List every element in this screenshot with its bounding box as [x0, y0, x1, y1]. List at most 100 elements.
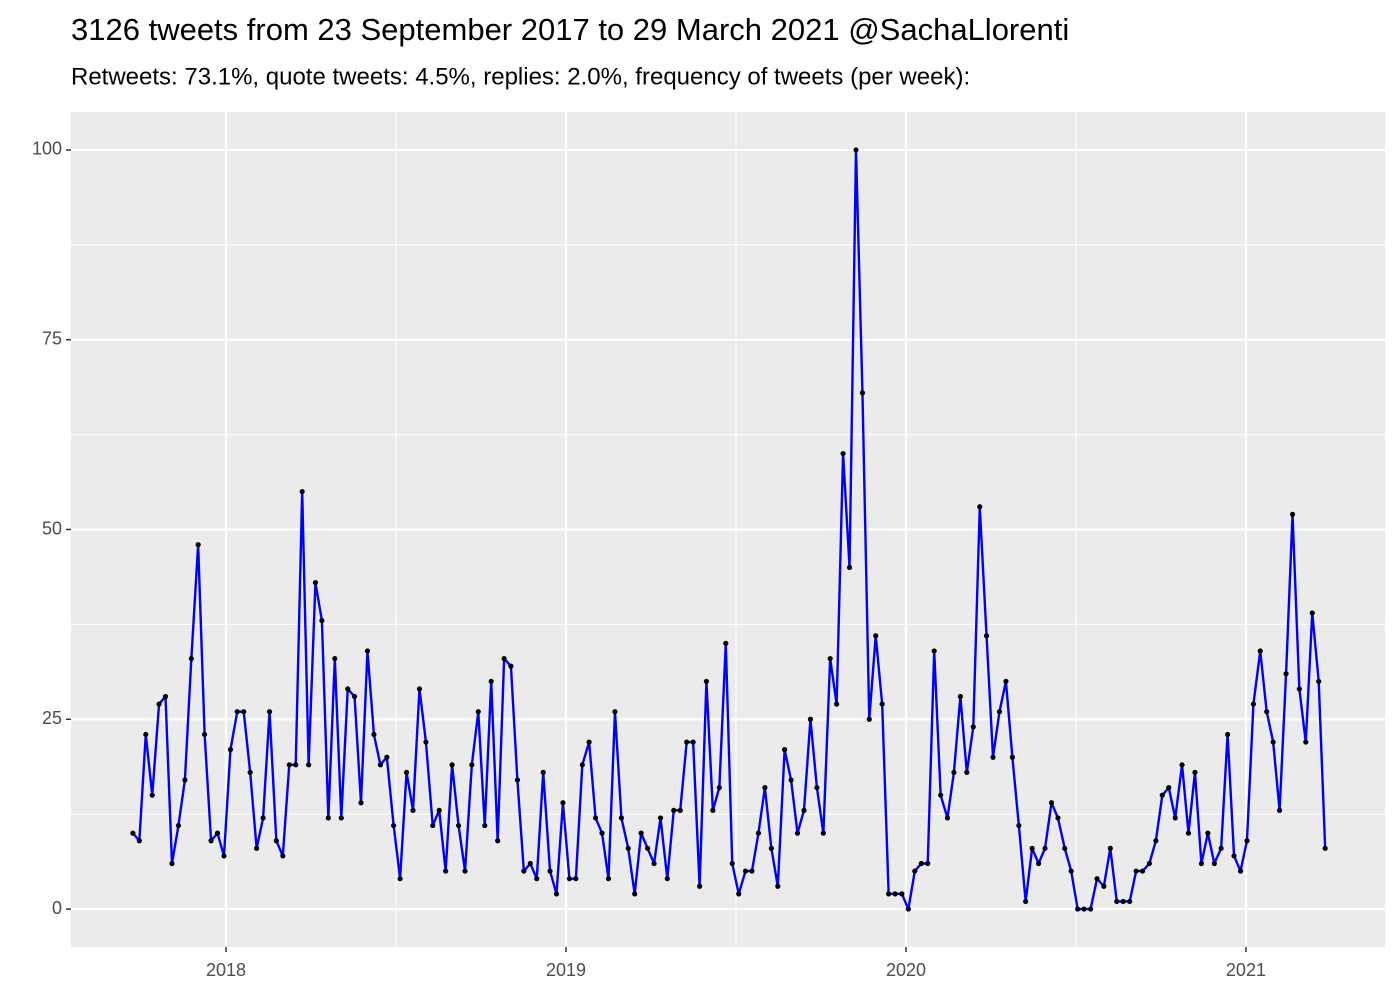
data-point	[1224, 731, 1231, 738]
data-point	[938, 792, 944, 798]
x-tick-label: 2019	[546, 960, 586, 980]
data-point	[1172, 815, 1178, 821]
data-point	[1296, 686, 1302, 692]
data-point	[834, 701, 840, 707]
data-point	[951, 769, 957, 776]
data-point	[560, 800, 566, 806]
data-point	[221, 853, 227, 859]
data-point	[1016, 822, 1022, 829]
data-point	[644, 845, 651, 851]
data-point	[736, 891, 742, 897]
data-point	[1035, 860, 1042, 867]
data-point	[899, 891, 905, 897]
data-point	[820, 830, 826, 836]
data-point	[397, 876, 403, 882]
data-point	[1192, 769, 1198, 776]
data-point	[1114, 898, 1120, 905]
data-point	[169, 860, 175, 867]
data-point	[501, 655, 507, 662]
x-tick-label: 2020	[886, 960, 926, 980]
data-point	[338, 815, 344, 821]
data-point	[1081, 906, 1087, 912]
data-point	[632, 891, 638, 897]
data-point	[742, 868, 749, 874]
chart-subtitle: Retweets: 73.1%, quote tweets: 4.5%, rep…	[71, 63, 970, 90]
data-point	[416, 686, 423, 692]
data-point	[677, 807, 683, 813]
data-point	[325, 815, 331, 821]
data-point	[977, 504, 983, 510]
data-point	[1146, 860, 1152, 867]
data-point	[605, 876, 612, 882]
data-point	[970, 724, 976, 730]
data-point	[879, 701, 885, 707]
data-point	[1101, 883, 1107, 889]
data-point	[827, 655, 833, 662]
data-point	[1231, 853, 1237, 859]
data-point	[1166, 784, 1172, 791]
data-point	[136, 838, 142, 844]
y-tick-label: 75	[42, 328, 62, 348]
data-point	[801, 807, 807, 813]
data-point	[612, 709, 618, 715]
data-point	[1270, 739, 1276, 745]
data-point	[586, 739, 592, 745]
data-point	[1322, 845, 1328, 851]
data-point	[1062, 845, 1068, 851]
series-line	[131, 148, 1327, 911]
data-point	[403, 769, 410, 776]
data-point	[723, 640, 729, 646]
data-point	[306, 762, 312, 768]
data-point	[260, 815, 266, 821]
data-point	[495, 838, 501, 844]
data-point	[1250, 701, 1257, 707]
data-point	[1107, 845, 1113, 851]
data-point	[188, 655, 194, 662]
data-point	[1316, 678, 1322, 684]
data-point	[618, 815, 625, 821]
data-point	[990, 754, 996, 760]
data-point	[1075, 906, 1081, 912]
data-point	[592, 815, 599, 821]
y-tick-label: 0	[52, 898, 62, 918]
data-point	[912, 868, 918, 874]
data-point	[286, 762, 292, 768]
data-point	[521, 868, 527, 874]
data-point	[527, 860, 533, 867]
data-point	[162, 693, 169, 700]
data-point	[710, 807, 716, 813]
data-point	[716, 784, 722, 791]
x-tick-label: 2018	[206, 960, 246, 980]
data-point	[351, 693, 358, 700]
data-point	[234, 709, 240, 715]
data-point	[1244, 838, 1250, 844]
data-point	[280, 853, 286, 859]
data-point	[866, 716, 872, 722]
data-point	[684, 739, 690, 745]
data-point	[886, 891, 892, 897]
data-point	[482, 822, 488, 829]
data-point	[599, 830, 605, 836]
data-point	[755, 830, 762, 836]
data-point	[1094, 876, 1100, 882]
data-point	[299, 488, 305, 495]
data-point	[892, 891, 898, 897]
data-point	[1277, 807, 1283, 813]
data-point	[664, 876, 670, 882]
data-point	[1055, 815, 1061, 821]
data-point	[1303, 739, 1309, 745]
data-point	[697, 883, 703, 889]
data-point	[931, 648, 937, 654]
data-point	[905, 906, 911, 912]
data-point	[1127, 898, 1133, 905]
y-tick-label: 50	[42, 518, 62, 538]
data-point	[840, 450, 846, 457]
data-point	[1289, 511, 1296, 517]
data-point	[859, 390, 866, 396]
data-point	[1029, 845, 1035, 851]
data-point	[1023, 898, 1029, 905]
data-point	[553, 891, 560, 897]
data-point	[475, 709, 481, 715]
data-point	[371, 731, 377, 738]
data-point	[332, 655, 338, 662]
